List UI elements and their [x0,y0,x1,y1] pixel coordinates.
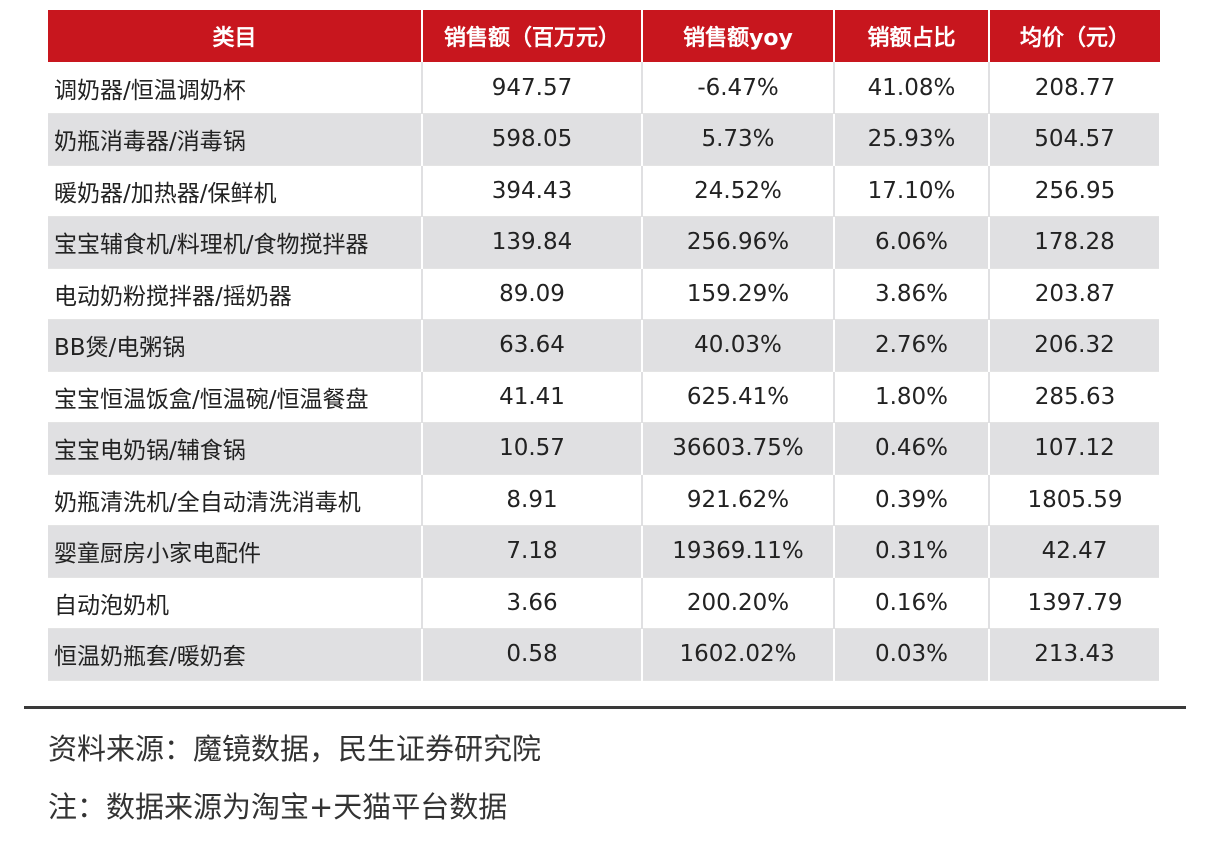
cell-category: BB煲/电粥锅 [48,319,423,372]
table-row: 婴童厨房小家电配件 7.18 19369.11% 0.31% 42.47 [48,525,1161,578]
cell-avg-price: 504.57 [989,113,1161,166]
header-sales-yoy: 销售额yoy [642,10,835,62]
cell-category: 宝宝辅食机/料理机/食物搅拌器 [48,216,423,269]
cell-sales: 8.91 [422,474,643,526]
cell-category: 宝宝恒温饭盒/恒温碗/恒温餐盘 [48,371,423,423]
cell-sales-share: 17.10% [834,165,990,217]
cell-avg-price: 206.32 [989,319,1161,372]
cell-sales-yoy: 200.20% [642,577,835,629]
cell-avg-price: 256.95 [989,165,1160,217]
cell-category: 自动泡奶机 [48,577,423,629]
cell-category: 电动奶粉搅拌器/摇奶器 [48,268,423,320]
cell-avg-price: 203.87 [989,268,1160,320]
cell-category: 恒温奶瓶套/暖奶套 [48,628,423,681]
cell-avg-price: 285.63 [989,371,1160,423]
cell-sales-yoy: 5.73% [642,113,835,166]
cell-sales: 947.57 [422,62,643,114]
sales-table-container: 类目 销售额（百万元） 销售额yoy 销额占比 均价（元） 调奶器/恒温调奶杯 9… [48,10,1161,681]
table-body: 调奶器/恒温调奶杯 947.57 -6.47% 41.08% 208.77 奶瓶消毒器/消… [48,62,1161,681]
cell-avg-price: 208.77 [989,62,1160,114]
cell-sales-yoy: 256.96% [642,216,835,269]
table-row: 宝宝电奶锅/辅食锅 10.57 36603.75% 0.46% 107.12 [48,422,1161,475]
cell-sales-share: 0.16% [834,577,990,629]
cell-avg-price: 213.43 [989,628,1161,681]
table-row: 自动泡奶机 3.66 200.20% 0.16% 1397.79 [48,577,1160,629]
cell-sales-share: 0.03% [834,628,990,681]
cell-sales-yoy: 921.62% [642,474,835,526]
header-sales: 销售额（百万元） [422,10,643,62]
table-row: 宝宝辅食机/料理机/食物搅拌器 139.84 256.96% 6.06% 178.28 [48,216,1161,269]
table-row: 恒温奶瓶套/暖奶套 0.58 1602.02% 0.03% 213.43 [48,628,1161,681]
cell-sales-yoy: 24.52% [642,165,835,217]
cell-sales-yoy: 159.29% [642,268,835,320]
cell-sales: 139.84 [422,216,643,269]
cell-category: 宝宝电奶锅/辅食锅 [48,422,423,475]
table-row: 宝宝恒温饭盒/恒温碗/恒温餐盘 41.41 625.41% 1.80% 285.63 [48,371,1160,423]
cell-avg-price: 1805.59 [989,474,1160,526]
cell-sales: 598.05 [422,113,643,166]
cell-sales: 89.09 [422,268,643,320]
cell-sales-share: 0.31% [834,525,990,578]
footer-divider [24,706,1186,709]
table-row: 暖奶器/加热器/保鲜机 394.43 24.52% 17.10% 256.95 [48,165,1160,217]
cell-sales-yoy: 1602.02% [642,628,835,681]
table-row: 电动奶粉搅拌器/摇奶器 89.09 159.29% 3.86% 203.87 [48,268,1160,320]
header-category: 类目 [48,10,423,62]
cell-sales-share: 3.86% [834,268,990,320]
cell-sales-yoy: 36603.75% [642,422,835,475]
cell-category: 奶瓶消毒器/消毒锅 [48,113,423,166]
cell-sales-share: 0.46% [834,422,990,475]
cell-sales-share: 6.06% [834,216,990,269]
sales-table: 类目 销售额（百万元） 销售额yoy 销额占比 均价（元） 调奶器/恒温调奶杯 9… [48,10,1161,681]
cell-sales: 7.18 [422,525,643,578]
cell-sales-yoy: 19369.11% [642,525,835,578]
cell-category: 婴童厨房小家电配件 [48,525,423,578]
cell-avg-price: 42.47 [989,525,1161,578]
cell-sales: 0.58 [422,628,643,681]
table-row: 奶瓶清洗机/全自动清洗消毒机 8.91 921.62% 0.39% 1805.59 [48,474,1160,526]
source-note: 资料来源：魔镜数据，民生证券研究院 [48,732,542,766]
cell-avg-price: 1397.79 [989,577,1160,629]
table-header: 类目 销售额（百万元） 销售额yoy 销额占比 均价（元） [48,10,1160,62]
cell-category: 暖奶器/加热器/保鲜机 [48,165,423,217]
header-row: 类目 销售额（百万元） 销售额yoy 销额占比 均价（元） [48,10,1160,62]
cell-sales: 10.57 [422,422,643,475]
cell-sales-share: 41.08% [834,62,990,114]
cell-sales-share: 0.39% [834,474,990,526]
cell-sales-yoy: 40.03% [642,319,835,372]
header-sales-share: 销额占比 [834,10,990,62]
cell-sales-yoy: -6.47% [642,62,835,114]
cell-sales: 63.64 [422,319,643,372]
cell-sales-yoy: 625.41% [642,371,835,423]
table-row: 奶瓶消毒器/消毒锅 598.05 5.73% 25.93% 504.57 [48,113,1161,166]
cell-sales: 3.66 [422,577,643,629]
table-row: 调奶器/恒温调奶杯 947.57 -6.47% 41.08% 208.77 [48,62,1160,114]
cell-category: 奶瓶清洗机/全自动清洗消毒机 [48,474,423,526]
cell-avg-price: 178.28 [989,216,1161,269]
cell-category: 调奶器/恒温调奶杯 [48,62,423,114]
cell-sales-share: 1.80% [834,371,990,423]
table-row: BB煲/电粥锅 63.64 40.03% 2.76% 206.32 [48,319,1161,372]
header-avg-price: 均价（元） [1019,26,1130,51]
cell-sales: 41.41 [422,371,643,423]
remark-note: 注：数据来源为淘宝+天猫平台数据 [48,790,508,824]
cell-avg-price: 107.12 [989,422,1161,475]
cell-sales: 394.43 [422,165,643,217]
cell-sales-share: 2.76% [834,319,990,372]
cell-sales-share: 25.93% [834,113,990,166]
